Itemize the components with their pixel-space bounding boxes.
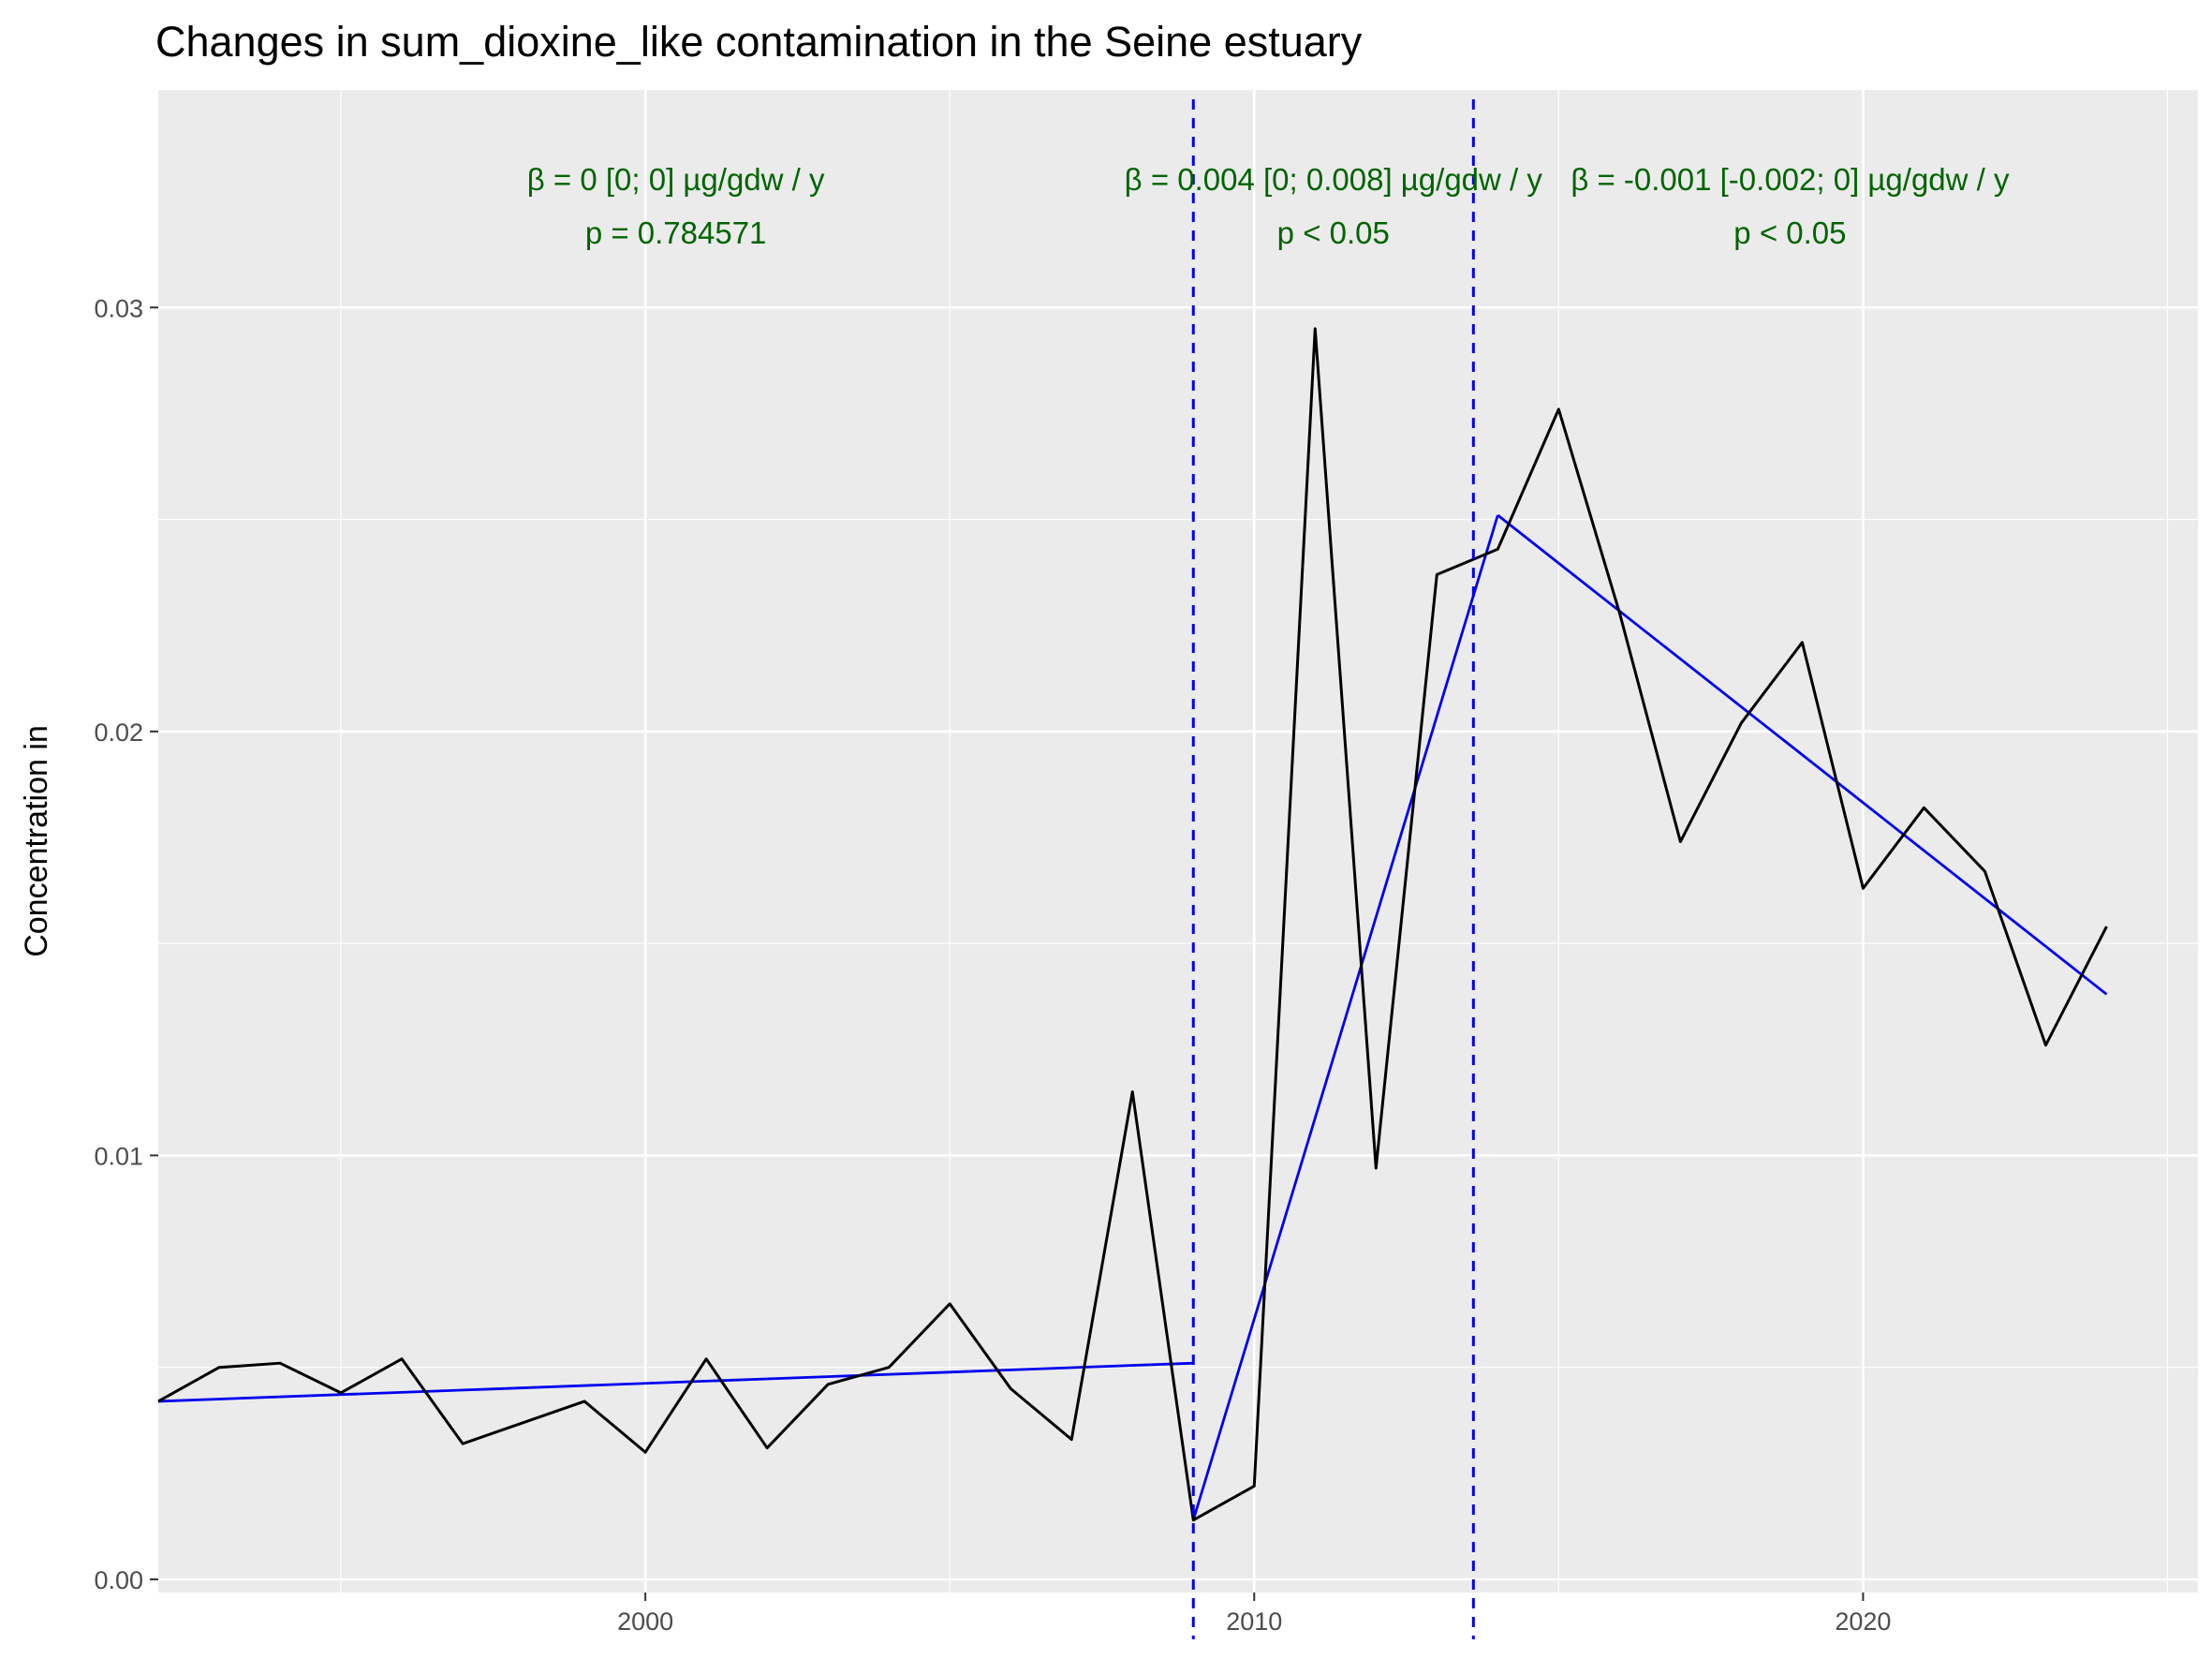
y-tick-label: 0.00 bbox=[94, 1566, 143, 1594]
y-tick-label: 0.03 bbox=[94, 294, 143, 322]
x-tick-label: 2020 bbox=[1835, 1607, 1891, 1636]
annotations: β = 0 [0; 0] µg/gdw / y p = 0.784571 β = 0… bbox=[527, 162, 2010, 250]
annotation-beta: β = 0.004 [0; 0.008] µg/gdw / y bbox=[1125, 162, 1543, 197]
y-axis-label: Concentration in bbox=[19, 725, 54, 957]
breakpoint-lines bbox=[1191, 99, 1475, 1639]
plot-panel bbox=[158, 90, 2198, 1592]
series-line bbox=[157, 327, 2108, 1522]
trend-lines bbox=[157, 513, 2108, 1521]
annotation-p-value: p < 0.05 bbox=[1277, 215, 1390, 250]
y-tick-label: 0.02 bbox=[94, 718, 143, 747]
grid-lines bbox=[158, 90, 2198, 1592]
annotation-p-value: p < 0.05 bbox=[1733, 215, 1846, 250]
trend-segment bbox=[157, 1361, 1194, 1403]
x-tick-label: 2000 bbox=[617, 1607, 673, 1636]
annotation-beta: β = -0.001 [-0.002; 0] µg/gdw / y bbox=[1571, 162, 2010, 197]
trend-segment bbox=[1191, 514, 1499, 1521]
axes: 0.00 0.01 0.02 0.03 2000 2010 2020 bbox=[94, 294, 1891, 1636]
annotation-p-value: p = 0.784571 bbox=[585, 215, 767, 250]
y-tick-label: 0.01 bbox=[94, 1142, 143, 1170]
series-lines bbox=[157, 327, 2108, 1522]
trend-segment bbox=[1497, 513, 2108, 996]
x-tick-label: 2010 bbox=[1226, 1607, 1282, 1636]
annotation-beta: β = 0 [0; 0] µg/gdw / y bbox=[527, 162, 825, 197]
chart-title: Changes in sum_dioxine_like contaminatio… bbox=[155, 18, 1363, 66]
